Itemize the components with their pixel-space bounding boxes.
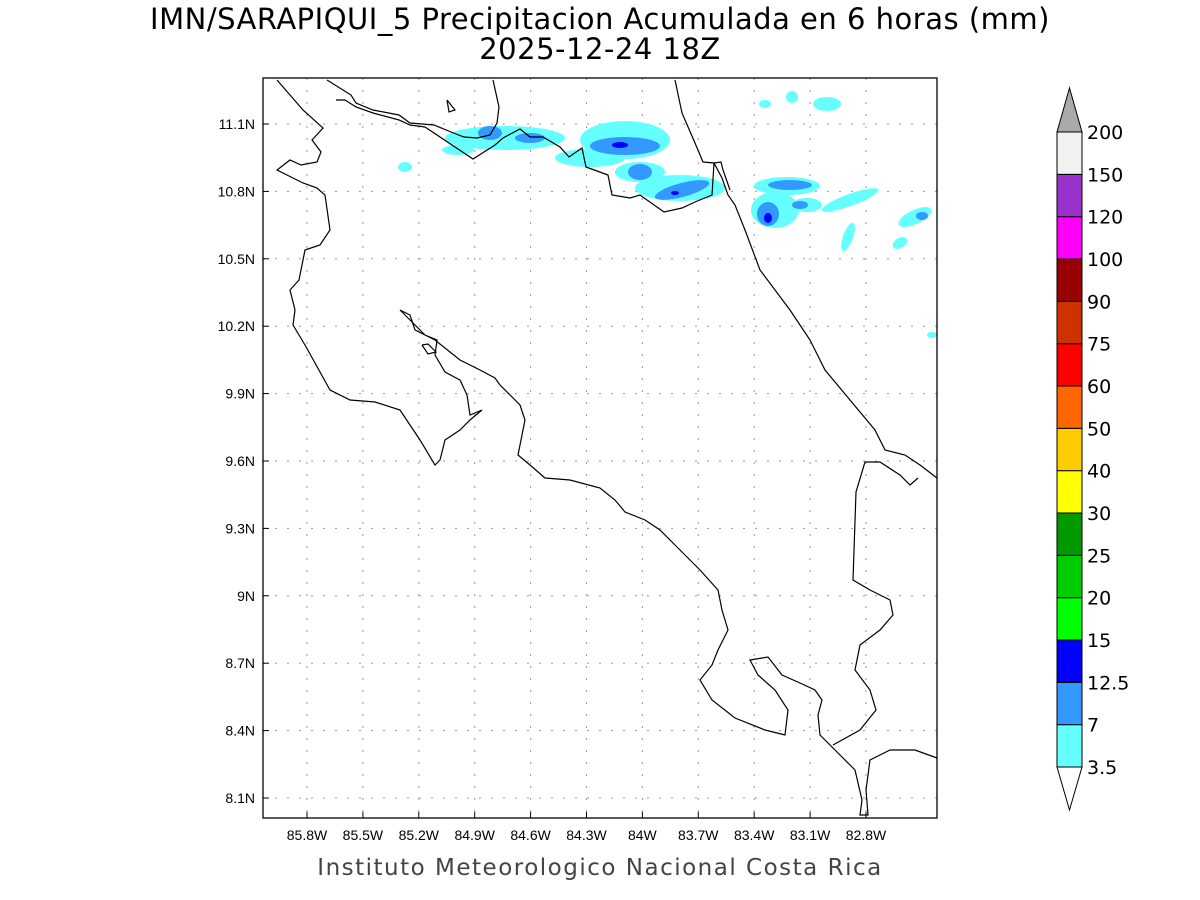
lat-tick-label: 10.5N — [218, 251, 255, 267]
colorbar-level-label: 200 — [1087, 122, 1123, 144]
colorbar-swatch — [1056, 216, 1083, 260]
colorbar-level-label: 60 — [1087, 376, 1111, 398]
lon-tick-label: 83.1W — [790, 827, 831, 843]
lon-tick-label: 82.8W — [846, 827, 887, 843]
lat-tick-label: 8.7N — [225, 655, 255, 671]
map-title: IMN/SARAPIQUI_5 Precipitacion Acumulada … — [150, 2, 1050, 36]
colorbar-level-label: 150 — [1087, 164, 1123, 186]
map-frame — [262, 77, 938, 819]
colorbar-over-triangle — [1056, 86, 1083, 133]
colorbar-level-label: 3.5 — [1087, 757, 1117, 779]
lon-tick-label: 84.3W — [566, 827, 607, 843]
colorbar-level-label: 20 — [1087, 588, 1111, 610]
colorbar-level-label: 90 — [1087, 291, 1111, 313]
precipitation-field — [398, 91, 937, 338]
colorbar-level-label: 50 — [1087, 418, 1111, 440]
gridlines — [263, 78, 937, 818]
colorbar-level-label: 12.5 — [1087, 672, 1129, 694]
colorbar-level-label: 100 — [1087, 249, 1123, 271]
lon-tick-label: 83.4W — [734, 827, 775, 843]
colorbar-level-label: 7 — [1087, 715, 1099, 737]
lon-tick-label: 84.9W — [454, 827, 495, 843]
lon-tick-label: 84.6W — [510, 827, 551, 843]
colorbar-under-triangle — [1056, 766, 1083, 812]
colorbar-swatch — [1056, 131, 1083, 175]
colorbar-level-label: 40 — [1087, 461, 1111, 483]
colorbar-level-label: 15 — [1087, 630, 1111, 652]
colorbar-swatch — [1056, 554, 1083, 599]
colorbar-level-label: 25 — [1087, 545, 1111, 567]
lat-tick-label: 10.2N — [218, 318, 255, 334]
colorbar-level-label: 120 — [1087, 207, 1123, 229]
colorbar-swatch — [1056, 173, 1083, 218]
map-axes: 85.8W 85.5W 85.2W 84.9W 84.6W 84.3W 84W 83.7W 83… — [218, 116, 887, 843]
colorbar-swatch — [1056, 597, 1083, 641]
lon-tick-label: 85.8W — [287, 827, 328, 843]
colorbar-swatch — [1056, 343, 1083, 387]
precip-7-12.5mm — [478, 126, 928, 226]
coastlines-and-borders — [275, 79, 938, 816]
precip-3.5-7mm — [398, 91, 937, 338]
lat-tick-label: 9N — [237, 588, 255, 604]
colorbar-swatch — [1056, 470, 1083, 514]
colorbar-level-label: 30 — [1087, 503, 1111, 525]
lat-tick-label: 9.6N — [225, 453, 255, 469]
colorbar-swatch — [1056, 385, 1083, 429]
lon-tick-label: 85.2W — [399, 827, 440, 843]
colorbar-level-label: 75 — [1087, 334, 1111, 356]
colorbar-swatch — [1056, 681, 1083, 726]
precip-12.5-15mm — [612, 142, 772, 223]
colorbar-legend: 3.5 7 12.5 15 20 25 30 40 50 60 75 90 100 120 150 200 — [1056, 86, 1129, 812]
colorbar-swatch — [1056, 512, 1083, 556]
colorbar-swatch — [1056, 639, 1083, 683]
colorbar-swatch — [1056, 427, 1083, 472]
colorbar-swatch — [1056, 724, 1083, 768]
lon-tick-label: 83.7W — [678, 827, 719, 843]
map-datetime: 2025-12-24 18Z — [479, 32, 721, 66]
footer-credit: Instituto Meteorologico Nacional Costa R… — [317, 855, 883, 881]
lat-tick-label: 8.4N — [225, 723, 255, 739]
colorbar-swatch — [1056, 258, 1083, 302]
lon-tick-label: 85.5W — [343, 827, 384, 843]
lon-tick-label: 84W — [628, 827, 658, 843]
lat-tick-label: 9.3N — [225, 520, 255, 536]
colorbar-swatch — [1056, 300, 1083, 345]
lat-tick-label: 9.9N — [225, 386, 255, 402]
lat-tick-label: 10.8N — [218, 183, 255, 199]
lat-tick-label: 11.1N — [219, 116, 255, 132]
lat-tick-label: 8.1N — [225, 790, 255, 806]
